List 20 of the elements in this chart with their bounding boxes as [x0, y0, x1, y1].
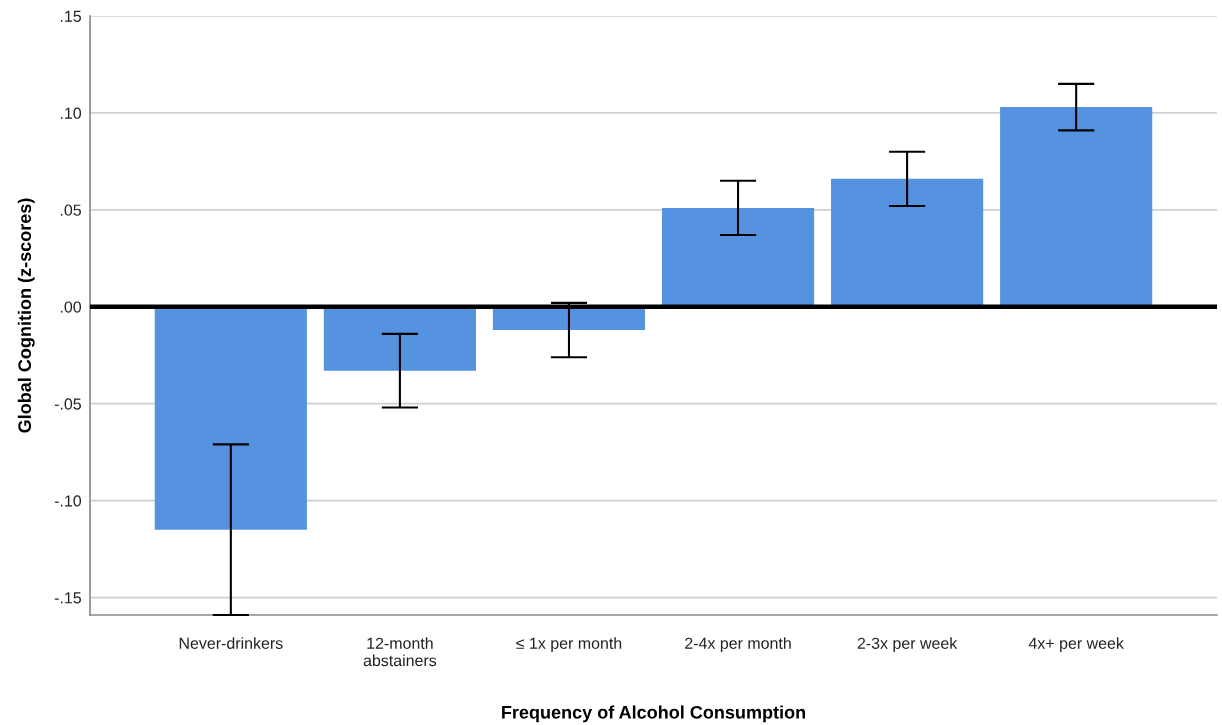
bar [154, 306, 307, 530]
bar [1000, 107, 1153, 307]
x-axis-title: Frequency of Alcohol Consumption [502, 705, 806, 723]
y-axis-title: Global Cognition (z-scores) [17, 198, 35, 433]
y-tick-label: .05 [60, 204, 81, 216]
y-tick-label: .10 [60, 107, 82, 119]
y-tick-label: -.10 [54, 495, 82, 507]
bar [323, 306, 476, 371]
x-tick-label: 12-month abstainers [363, 637, 437, 667]
y-tick-label: -.15 [54, 592, 81, 604]
bar [831, 178, 984, 307]
y-tick-label: -.05 [54, 398, 81, 410]
x-tick-label: 2-4x per month [685, 637, 791, 653]
x-tick-label: 4x+ per week [1028, 637, 1124, 653]
y-tick-label: .00 [60, 301, 82, 313]
y-tick-label: .15 [60, 10, 81, 22]
x-tick-label: Never-drinkers [179, 637, 283, 649]
x-tick-label: ≤ 1x per month [516, 637, 622, 653]
x-tick-label: 2-3x per week [857, 637, 958, 653]
bar [661, 207, 815, 307]
